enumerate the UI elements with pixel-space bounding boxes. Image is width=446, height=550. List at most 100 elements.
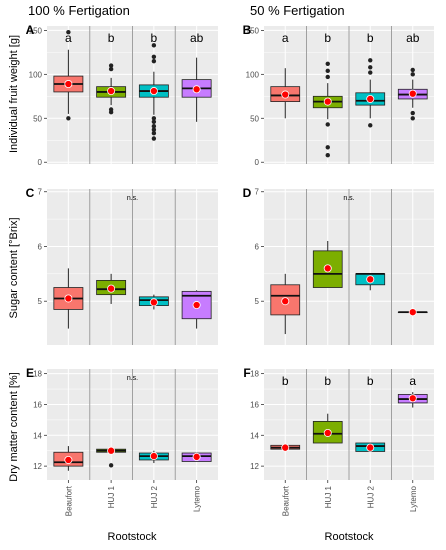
y-tick-label: 16 (33, 400, 42, 409)
mean-point (408, 394, 417, 403)
y-tick-label: 100 (246, 70, 260, 79)
mean-point (107, 284, 116, 293)
outlier-point (151, 58, 157, 64)
significance-letter: b (324, 31, 331, 45)
y-tick-label: 5 (38, 297, 43, 306)
y-tick-label: 150 (246, 26, 260, 35)
outlier-point (151, 124, 157, 129)
significance-letter: ab (406, 31, 420, 45)
outlier-point (410, 67, 415, 73)
outlier-point (151, 43, 157, 48)
significance-letter: a (65, 31, 72, 45)
outlier-point (325, 153, 330, 158)
annotation-ns: n.s. (127, 375, 138, 382)
outlier-point (151, 136, 157, 141)
y-tick-label: 100 (29, 70, 43, 79)
mean-point (64, 455, 73, 464)
x-tick-label: Lytemo (193, 485, 202, 511)
panel-d: 5 6 7 n.s. D (243, 186, 434, 345)
significance-letter: b (151, 31, 158, 45)
mean-point (149, 87, 158, 96)
mean-point (107, 446, 116, 455)
ylabel-dry-matter: Dry matter content [%] (8, 372, 20, 481)
outlier-point (410, 110, 415, 116)
mean-point (149, 298, 158, 307)
outlier-point (66, 116, 71, 121)
y-tick-label: 6 (255, 242, 260, 251)
mean-point (366, 94, 375, 103)
panel-letter: F (243, 366, 250, 380)
outlier-point (410, 72, 415, 77)
mean-point (192, 301, 201, 310)
panel-f: 12 14 16 18 b b b a F Beaufort HUJ 1 HUJ 2 Lytemo (243, 366, 434, 516)
ylabel-fruit-weight: Individual fruit weight [g] (8, 35, 20, 153)
xlabel-rootstock-right: Rootstock (325, 531, 374, 543)
y-tick-label: 50 (250, 114, 259, 123)
mean-point (192, 452, 201, 461)
y-tick-label: 18 (250, 370, 259, 379)
outlier-point (410, 116, 415, 121)
panel-letter: B (243, 23, 252, 37)
significance-letter: ab (190, 31, 204, 45)
significance-letter: b (324, 374, 331, 388)
y-tick-label: 150 (29, 26, 43, 35)
outlier-point (151, 131, 157, 136)
outlier-point (325, 145, 330, 150)
mean-point (64, 294, 73, 303)
y-tick-label: 0 (255, 158, 260, 167)
outlier-point (151, 116, 157, 121)
y-tick-label: 7 (38, 188, 43, 197)
y-tick-label: 7 (255, 188, 260, 197)
significance-letter: b (367, 31, 374, 45)
panel-letter: E (26, 366, 34, 380)
outlier-point (368, 58, 373, 63)
y-tick-label: 5 (255, 297, 260, 306)
x-tick-label: HUJ 2 (150, 485, 159, 508)
xlabel-rootstock-left: Rootstock (108, 531, 157, 543)
mean-point (366, 443, 375, 452)
outlier-point (108, 63, 114, 68)
significance-letter: b (367, 374, 374, 388)
x-tick-label: HUJ 2 (366, 485, 375, 508)
outlier-point (151, 127, 157, 132)
outlier-point (325, 122, 330, 127)
outlier-point (66, 29, 71, 35)
panel-letter: D (243, 186, 252, 200)
mean-point (149, 452, 158, 461)
mean-point (281, 443, 290, 452)
significance-letter: b (108, 31, 115, 45)
mean-point (408, 89, 417, 98)
outlier-point (325, 68, 330, 74)
outlier-point (368, 65, 373, 70)
outlier-point (368, 70, 373, 75)
outlier-point (151, 54, 157, 59)
mean-point (192, 85, 201, 94)
significance-letter: a (282, 31, 289, 45)
mean-point (281, 297, 290, 306)
col-title-right: 50 % Fertigation (250, 3, 345, 18)
y-tick-label: 50 (33, 114, 42, 123)
mean-point (408, 308, 417, 317)
x-tick-label: Beaufort (281, 485, 290, 516)
x-tick-label: Lytemo (409, 485, 418, 511)
panel-letter: A (26, 23, 35, 37)
outlier-point (151, 119, 157, 125)
y-tick-label: 16 (250, 400, 259, 409)
outlier-point (108, 66, 114, 72)
col-title-left: 100 % Fertigation (28, 3, 130, 18)
y-tick-label: 12 (33, 462, 42, 471)
panel-letter: C (26, 186, 35, 200)
annotation-ns: n.s. (343, 195, 354, 202)
mean-point (366, 275, 375, 284)
panel-c: 5 6 7 n.s. C (26, 186, 218, 345)
y-tick-label: 14 (250, 431, 259, 440)
outlier-point (325, 74, 330, 80)
x-tick-label: Beaufort (64, 485, 73, 516)
mean-point (107, 87, 116, 96)
mean-point (323, 97, 332, 106)
x-tick-label: HUJ 1 (107, 485, 116, 508)
